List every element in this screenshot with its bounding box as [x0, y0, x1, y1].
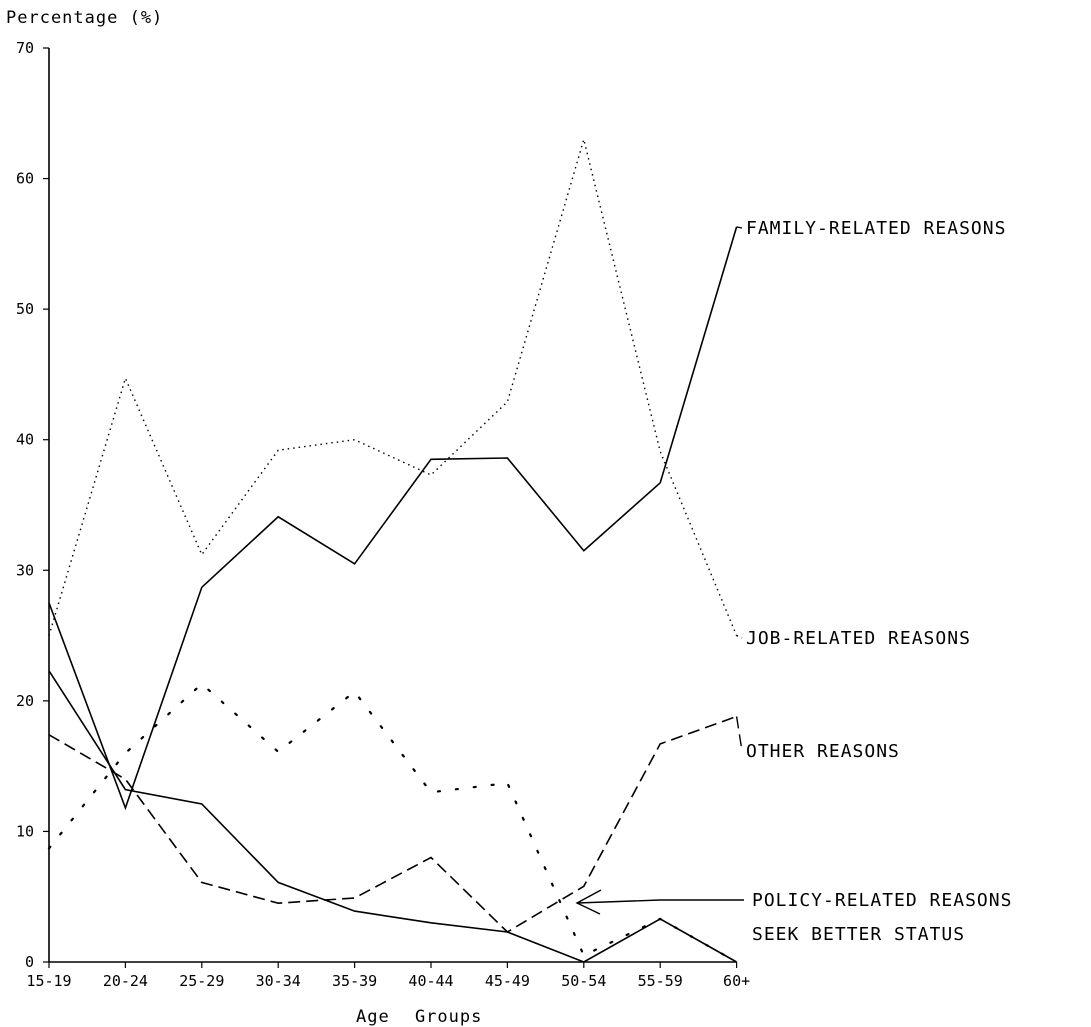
series-labels: FAMILY-RELATED REASONS JOB-RELATED REASON…: [575, 218, 1012, 945]
label-arrow-shaft: [576, 899, 744, 904]
x-tick-label: 50-54: [561, 972, 606, 990]
y-tick-label: 30: [16, 561, 34, 579]
label-connector: [736, 226, 743, 229]
x-tick-label: 55-59: [638, 972, 683, 990]
axes: [48, 48, 737, 963]
y-tick-label: 20: [16, 692, 34, 710]
y-tick-label: 60: [16, 170, 34, 188]
x-axis-title: Age Groups: [356, 1007, 482, 1027]
series-line-5: [48, 670, 737, 963]
label-connector: [735, 716, 743, 752]
y-axis-title: Percentage (%): [6, 8, 163, 28]
x-tick-label: 60+: [723, 972, 750, 990]
x-tick-label: 35-39: [332, 972, 377, 990]
y-axis-ticks: 0 10 20 30 40 50 60 70: [16, 39, 49, 971]
series-lines: [47, 136, 738, 964]
y-tick-label: 10: [16, 822, 34, 840]
x-tick-label: 25-29: [179, 972, 224, 990]
x-tick-label: 40-44: [408, 972, 453, 990]
series-label-2: JOB-RELATED REASONS: [746, 628, 971, 649]
series-line-3: [48, 715, 737, 934]
x-tick-label: 30-34: [256, 972, 301, 990]
label-arrow-head: [575, 889, 602, 915]
x-tick-label: 45-49: [485, 972, 530, 990]
y-tick-label: 0: [25, 953, 34, 971]
series-label-5: SEEK BETTER STATUS: [752, 924, 965, 945]
label-connector: [736, 634, 743, 639]
x-axis-ticks: 15-19 20-24 25-29 30-34 35-39 40-44 45-49 50-54…: [26, 962, 750, 990]
y-tick-label: 70: [16, 39, 34, 57]
y-tick-label: 50: [16, 300, 34, 318]
y-tick-label: 40: [16, 431, 34, 449]
series-line-2: [48, 136, 738, 636]
series-label-1: FAMILY-RELATED REASONS: [746, 218, 1006, 239]
series-label-3: OTHER REASONS: [746, 741, 900, 762]
series-label-4: POLICY-RELATED REASONS: [752, 890, 1012, 911]
series-line-4: [47, 682, 738, 964]
x-tick-label: 20-24: [103, 972, 148, 990]
series-line-1: [48, 226, 738, 811]
x-tick-label: 15-19: [26, 972, 71, 990]
